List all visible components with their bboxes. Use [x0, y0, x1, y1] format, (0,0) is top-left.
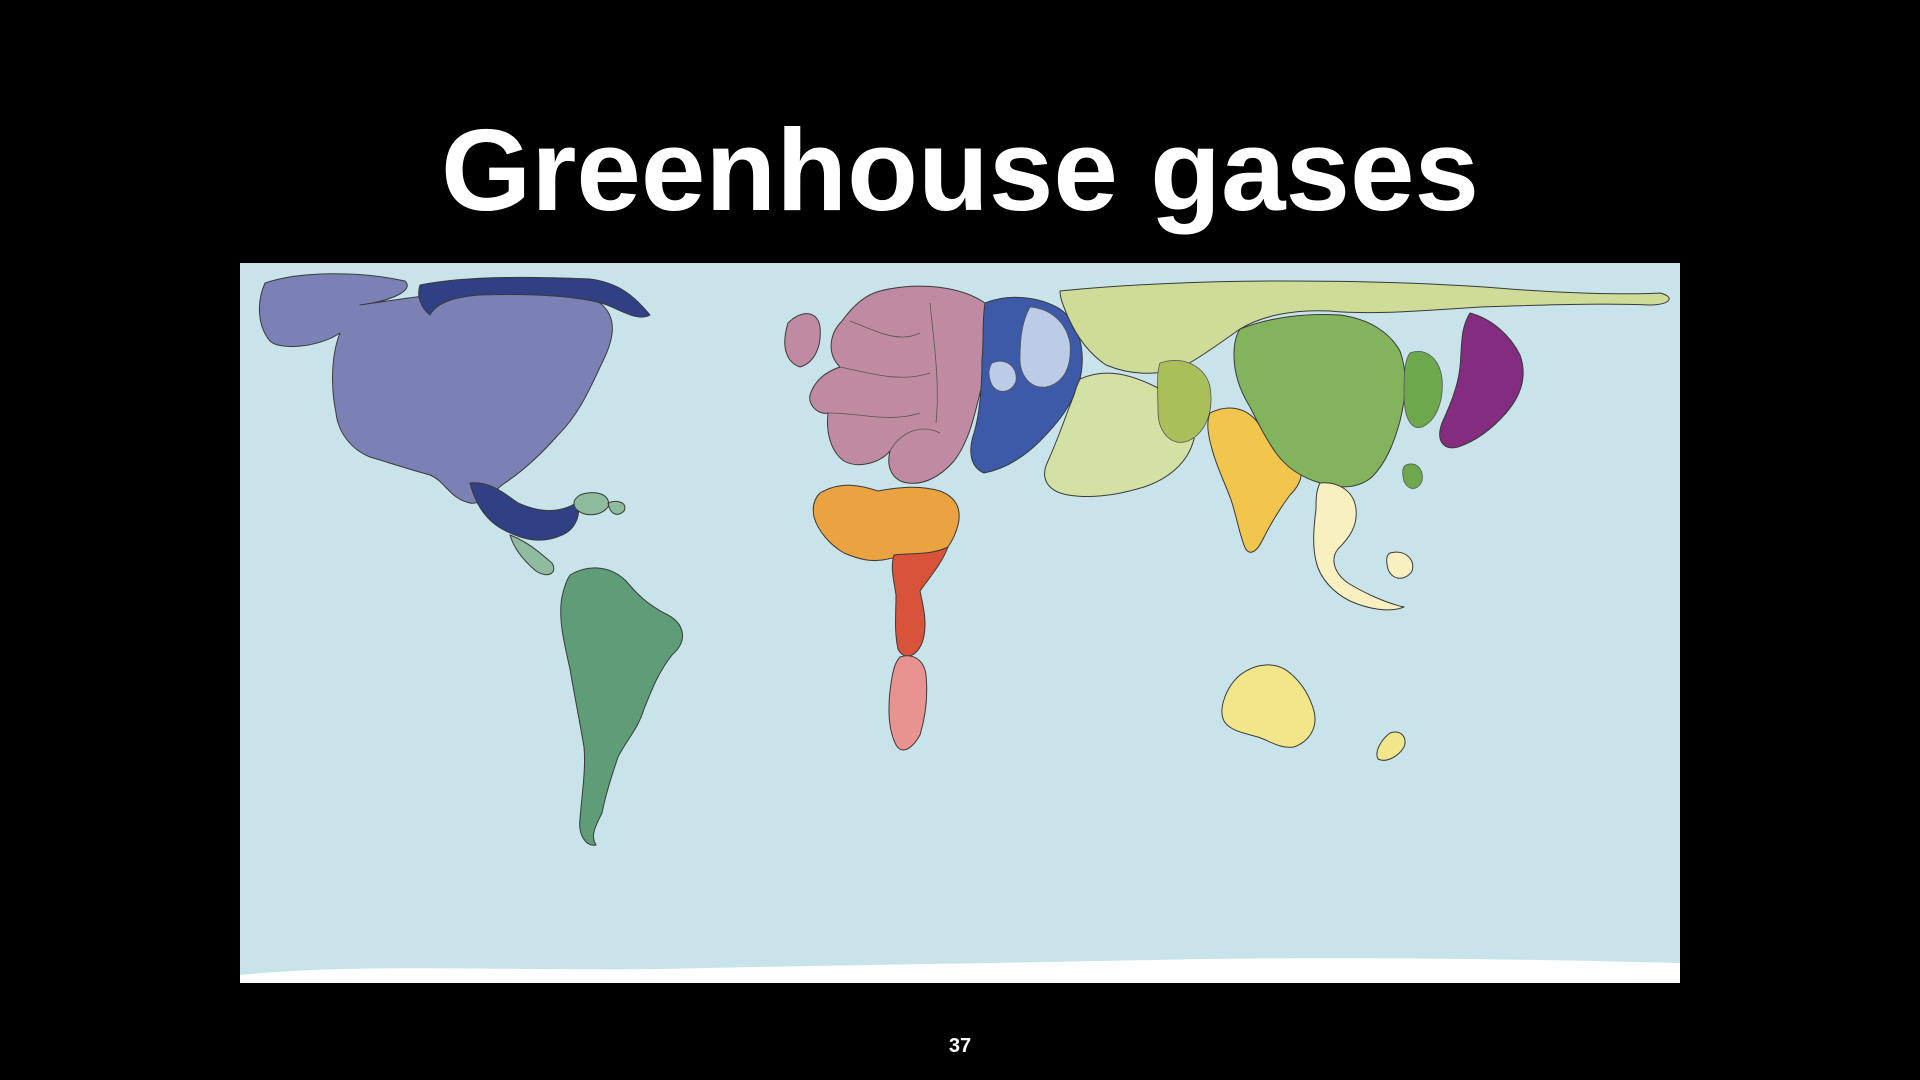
- region-russia-central-asia: [1059, 280, 1670, 374]
- western-europe-borders: [827, 302, 941, 452]
- region-japan: [1439, 312, 1524, 449]
- region-korea: [1402, 351, 1443, 489]
- region-western-europe: [784, 285, 990, 484]
- region-central-africa: [891, 546, 949, 657]
- region-southeast-asia: [1313, 482, 1414, 611]
- slide-title: Greenhouse gases: [441, 105, 1479, 235]
- cartogram-svg: [240, 263, 1680, 983]
- slide-page-number: 37: [948, 1035, 972, 1057]
- region-central-caribbean: [509, 492, 626, 576]
- region-north-america: [258, 273, 613, 504]
- region-eastern-europe-light: [988, 306, 1071, 392]
- region-southern-africa: [888, 655, 928, 751]
- region-middle-east: [1044, 372, 1196, 498]
- region-antarctica: [240, 958, 1680, 983]
- region-oceania: [1221, 664, 1406, 761]
- region-south-america: [560, 567, 683, 846]
- world-cartogram-map: [240, 263, 1680, 983]
- region-central-asia-green: [1157, 360, 1212, 443]
- region-canada-mexico-greenland: [418, 276, 651, 541]
- region-china: [1233, 314, 1406, 488]
